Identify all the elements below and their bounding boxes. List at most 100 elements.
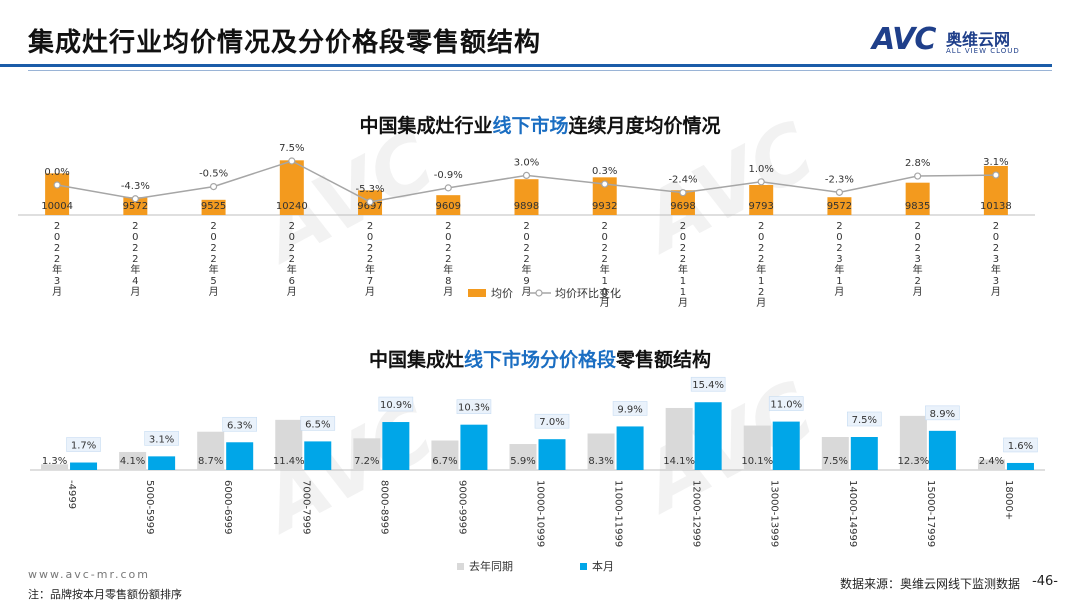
chart1-x-tick-label-char: 2	[680, 221, 686, 232]
chart1-x-tick-label-char: 2	[836, 243, 842, 254]
chart1-bar-value-label: 10138	[980, 201, 1012, 212]
chart1-bar-value-label: 9697	[357, 201, 382, 212]
chart2-bar-last-year	[119, 451, 147, 470]
chart1-mom-point	[914, 172, 922, 180]
chart2-label-last-year: 8.7%	[198, 456, 223, 467]
chart2-title-part3: 零售额结构	[616, 349, 712, 371]
chart1-x-tick-label-char: 2	[210, 254, 216, 265]
chart1-title-part1: 中国集成灶行业	[359, 115, 493, 137]
chart2-bar-current	[304, 441, 332, 470]
chart2-label-current: 1.6%	[1008, 441, 1033, 452]
chart1-x-tick-label-char: 年	[443, 263, 453, 276]
chart1-mom-point	[209, 182, 218, 191]
chart2-bar-current	[538, 439, 566, 470]
chart1-x-tick-label-char: 2	[836, 221, 842, 232]
brand-logo-text: AVC	[872, 22, 936, 57]
chart2-label-current-box	[925, 405, 960, 421]
chart1-mom-label: 7.5%	[279, 143, 304, 154]
chart2-x-tick-label: -4999	[66, 480, 77, 509]
chart1-x-tick-label-char: 0	[836, 232, 842, 243]
chart2-bar-current	[382, 422, 410, 470]
chart1-mom-label: -5.3%	[356, 184, 385, 195]
chart1-x-tick-label-char: 5	[210, 276, 216, 287]
chart1-x-tick-label-char: 9	[523, 276, 529, 287]
chart2-label-current: 1.7%	[71, 441, 96, 452]
chart1-mom-label: 3.0%	[514, 157, 539, 168]
chart2-legend-label-current: 本月	[592, 559, 614, 573]
chart1-x-tick-label-char: 年	[678, 263, 688, 276]
chart2-label-current-box	[144, 431, 179, 446]
chart1-x-tick-label-char: 1	[680, 276, 686, 287]
chart1-x-tick-label-char: 年	[365, 263, 375, 276]
chart1-title: 中国集成灶行业线下市场连续月度均价情况	[0, 111, 1080, 138]
chart2-x-tick-label: 13000-13999	[769, 480, 780, 547]
chart1-title-part2: 线下市场	[492, 115, 569, 137]
chart2-legend-label-last-year: 去年同期	[469, 559, 513, 573]
chart1-x-tick-label-char: 2	[367, 254, 373, 265]
chart1-bar-value-label: 9572	[827, 201, 852, 212]
chart2-label-current: 7.5%	[852, 415, 877, 426]
chart1-x-tick-label-char: 3	[993, 254, 999, 265]
chart1-svg: 100042022年3月95722022年4月95252022年5月102402…	[18, 143, 1035, 309]
chart2-bar-current	[70, 462, 98, 470]
chart1-bar-value-label: 9609	[436, 201, 461, 212]
chart2-bar-current	[1006, 462, 1034, 470]
chart2-x-tick-label: 7000-7999	[300, 480, 311, 535]
chart1-x-tick-label-char: 6	[289, 276, 295, 287]
chart2-label-last-year: 5.9%	[510, 456, 535, 467]
chart1-x-tick-label-char: 7	[367, 276, 373, 287]
chart1-mom-label: 3.1%	[983, 157, 1008, 168]
chart2-label-current: 9.9%	[617, 404, 642, 415]
chart1-bar	[905, 182, 930, 215]
chart1-x-tick-label-char: 1	[680, 287, 686, 298]
chart1-x-tick-label-char: 2	[993, 243, 999, 254]
chart1-x-tick-label-char: 2	[289, 243, 295, 254]
chart1-mom-point	[131, 195, 139, 203]
page-number: -46-	[1032, 574, 1058, 589]
chart1-x-tick-label-char: 2	[523, 221, 529, 232]
chart2-label-last-year: 1.3%	[42, 456, 67, 467]
chart2-x-tick-label: 5000-5999	[144, 480, 155, 535]
chart2-x-tick-label: 11000-11999	[613, 480, 624, 547]
chart1-mom-point	[53, 181, 61, 189]
chart2-label-current-box	[456, 399, 492, 414]
chart2-label-current-box	[378, 396, 414, 412]
chart2-bar-last-year	[821, 437, 849, 470]
chart1-bar	[436, 195, 461, 215]
chart1-x-tick-label-char: 0	[210, 232, 216, 243]
chart2-bar-current	[460, 424, 488, 470]
chart1-x-tick-label-char: 2	[367, 243, 373, 254]
chart1-x-tick-label-char: 2	[445, 254, 451, 265]
chart1-x-tick-label-char: 4	[132, 276, 138, 287]
chart1-x-tick-label-char: 0	[367, 232, 373, 243]
chart1-x-tick-label-char: 8	[445, 276, 451, 287]
chart1-x-tick-label-char: 0	[680, 232, 686, 243]
chart1-x-tick-label-char: 2	[758, 221, 764, 232]
chart2-bar-last-year	[431, 440, 459, 470]
chart1-x-tick-label-char: 2	[914, 276, 920, 287]
chart2-title-part2: 线下市场分价格段	[463, 349, 616, 371]
chart1-x-tick-label-char: 年	[756, 263, 766, 276]
chart2-label-last-year: 4.1%	[120, 456, 145, 467]
chart1-x-tick-label-char: 3	[836, 254, 842, 265]
chart2-bar-current	[616, 426, 644, 470]
chart1-x-tick-label-char: 月	[913, 286, 923, 298]
chart2-x-tick-label: 6000-6999	[222, 480, 233, 535]
chart2-bar-last-year	[353, 438, 381, 470]
chart2-label-current-box	[66, 437, 101, 452]
chart1-bar	[45, 173, 70, 215]
chart2-bar-current	[694, 402, 722, 470]
chart1-x-tick-label-char: 2	[602, 243, 608, 254]
chart1-x-tick-label-char: 2	[54, 254, 60, 265]
chart2-title-part1: 中国集成灶	[368, 349, 464, 371]
chart2-label-last-year: 7.5%	[823, 456, 848, 467]
chart1-x-tick-label-char: 2	[367, 221, 373, 232]
chart1-bar-value-label: 9572	[123, 201, 148, 212]
chart2-title: 中国集成灶线下市场分价格段零售额结构	[0, 345, 1080, 372]
chart1-mom-point	[757, 178, 765, 186]
chart2-x-tick-label: 12000-12999	[691, 480, 702, 547]
chart2-label-current: 10.3%	[458, 403, 490, 414]
